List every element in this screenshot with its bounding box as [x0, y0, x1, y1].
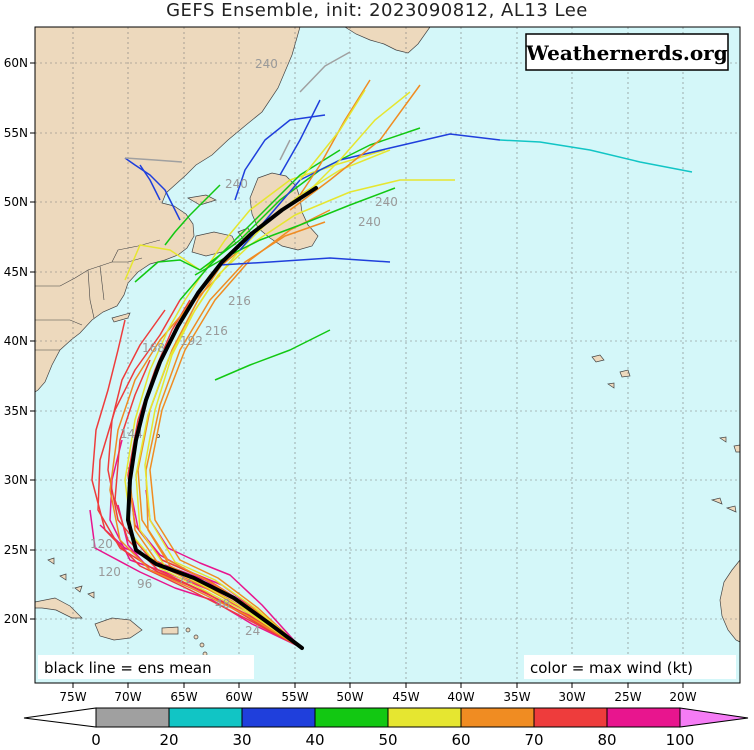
ensemble-tracks [89, 51, 693, 648]
lon-label: 55W [281, 690, 308, 704]
lat-label: 30N [4, 473, 28, 487]
hour-label: 168 [142, 341, 165, 355]
colorbar-bin [241, 707, 316, 728]
lon-label: 35W [503, 690, 530, 704]
colorbar-label: 70 [524, 731, 543, 749]
lat-labels: 60N 55N 50N 45N 40N 35N 30N 25N 20N [4, 56, 28, 626]
land [34, 26, 741, 666]
lon-label: 70W [114, 690, 141, 704]
hispaniola [94, 617, 143, 641]
lon-label: 60W [225, 690, 252, 704]
map-title: GEFS Ensemble, init: 2023090812, AL13 Le… [166, 0, 588, 21]
lon-label: 30W [558, 690, 585, 704]
lon-label: 25W [614, 690, 641, 704]
hour-labels: 240 240 240 240 216 216 192 168 144 120 … [90, 57, 398, 638]
hour-label: 240 [225, 177, 248, 191]
colorbar-bin [606, 707, 681, 728]
colorbar-label: 20 [159, 731, 178, 749]
colorbar [23, 707, 749, 728]
ensemble-mean-track [126, 186, 318, 650]
cuba [34, 597, 83, 619]
colorbar-label: 30 [232, 731, 251, 749]
lat-label: 60N [4, 56, 28, 70]
lat-label: 50N [4, 195, 28, 209]
hour-label: 48 [215, 597, 230, 611]
colorbar-label: 50 [378, 731, 397, 749]
colorbar-label: 60 [451, 731, 470, 749]
lon-label: 20W [669, 690, 696, 704]
watermark-text: Weathernerds.org [525, 41, 727, 65]
lon-label: 45W [392, 690, 419, 704]
colorbar-bin [387, 707, 462, 728]
hour-label: 96 [137, 577, 152, 591]
axis-ticks [30, 62, 684, 688]
hour-label: 192 [180, 334, 203, 348]
colorbar-label: 0 [91, 731, 101, 749]
hour-label: 240 [358, 215, 381, 229]
colorbar-arrow-right [679, 707, 749, 728]
lon-label: 50W [336, 690, 363, 704]
north-america-landmass [34, 26, 301, 393]
colorbar-bin [95, 707, 170, 728]
colorbar-labels: 0 20 30 40 50 60 70 80 100 [91, 731, 694, 749]
africa-coast [719, 559, 741, 643]
lon-label: 75W [59, 690, 86, 704]
lat-label: 25N [4, 543, 28, 557]
colorbar-bin [168, 707, 243, 728]
colorbar-label: 100 [666, 731, 695, 749]
lat-label: 45N [4, 265, 28, 279]
lat-label: 35N [4, 404, 28, 418]
lat-label: 55N [4, 126, 28, 140]
hour-label: 240 [255, 57, 278, 71]
hour-label: 216 [205, 324, 228, 338]
hour-label: 216 [228, 294, 251, 308]
colorbar-bin [460, 707, 535, 728]
hour-label: 24 [245, 624, 260, 638]
greenland-tip [343, 26, 431, 54]
colorbar-label: 80 [597, 731, 616, 749]
lat-label: 20N [4, 612, 28, 626]
note-left-box: black line = ens mean [38, 655, 254, 679]
lon-label: 40W [447, 690, 474, 704]
note-left-text: black line = ens mean [44, 659, 212, 677]
lat-label: 40N [4, 334, 28, 348]
colorbar-label: 40 [305, 731, 324, 749]
colorbar-bin [533, 707, 608, 728]
colorbar-arrow-left [23, 707, 97, 728]
colorbar-bin [314, 707, 389, 728]
map-frame [34, 26, 741, 684]
hour-label: 120 [98, 565, 121, 579]
lon-label: 65W [170, 690, 197, 704]
watermark-box: Weathernerds.org [525, 33, 729, 71]
note-right-text: color = max wind (kt) [530, 659, 693, 677]
lon-labels: 75W 70W 65W 60W 55W 50W 45W 40W 35W 30W … [59, 690, 696, 704]
hour-label: 120 [90, 537, 113, 551]
hour-label: 240 [375, 195, 398, 209]
note-right-box: color = max wind (kt) [524, 655, 736, 679]
